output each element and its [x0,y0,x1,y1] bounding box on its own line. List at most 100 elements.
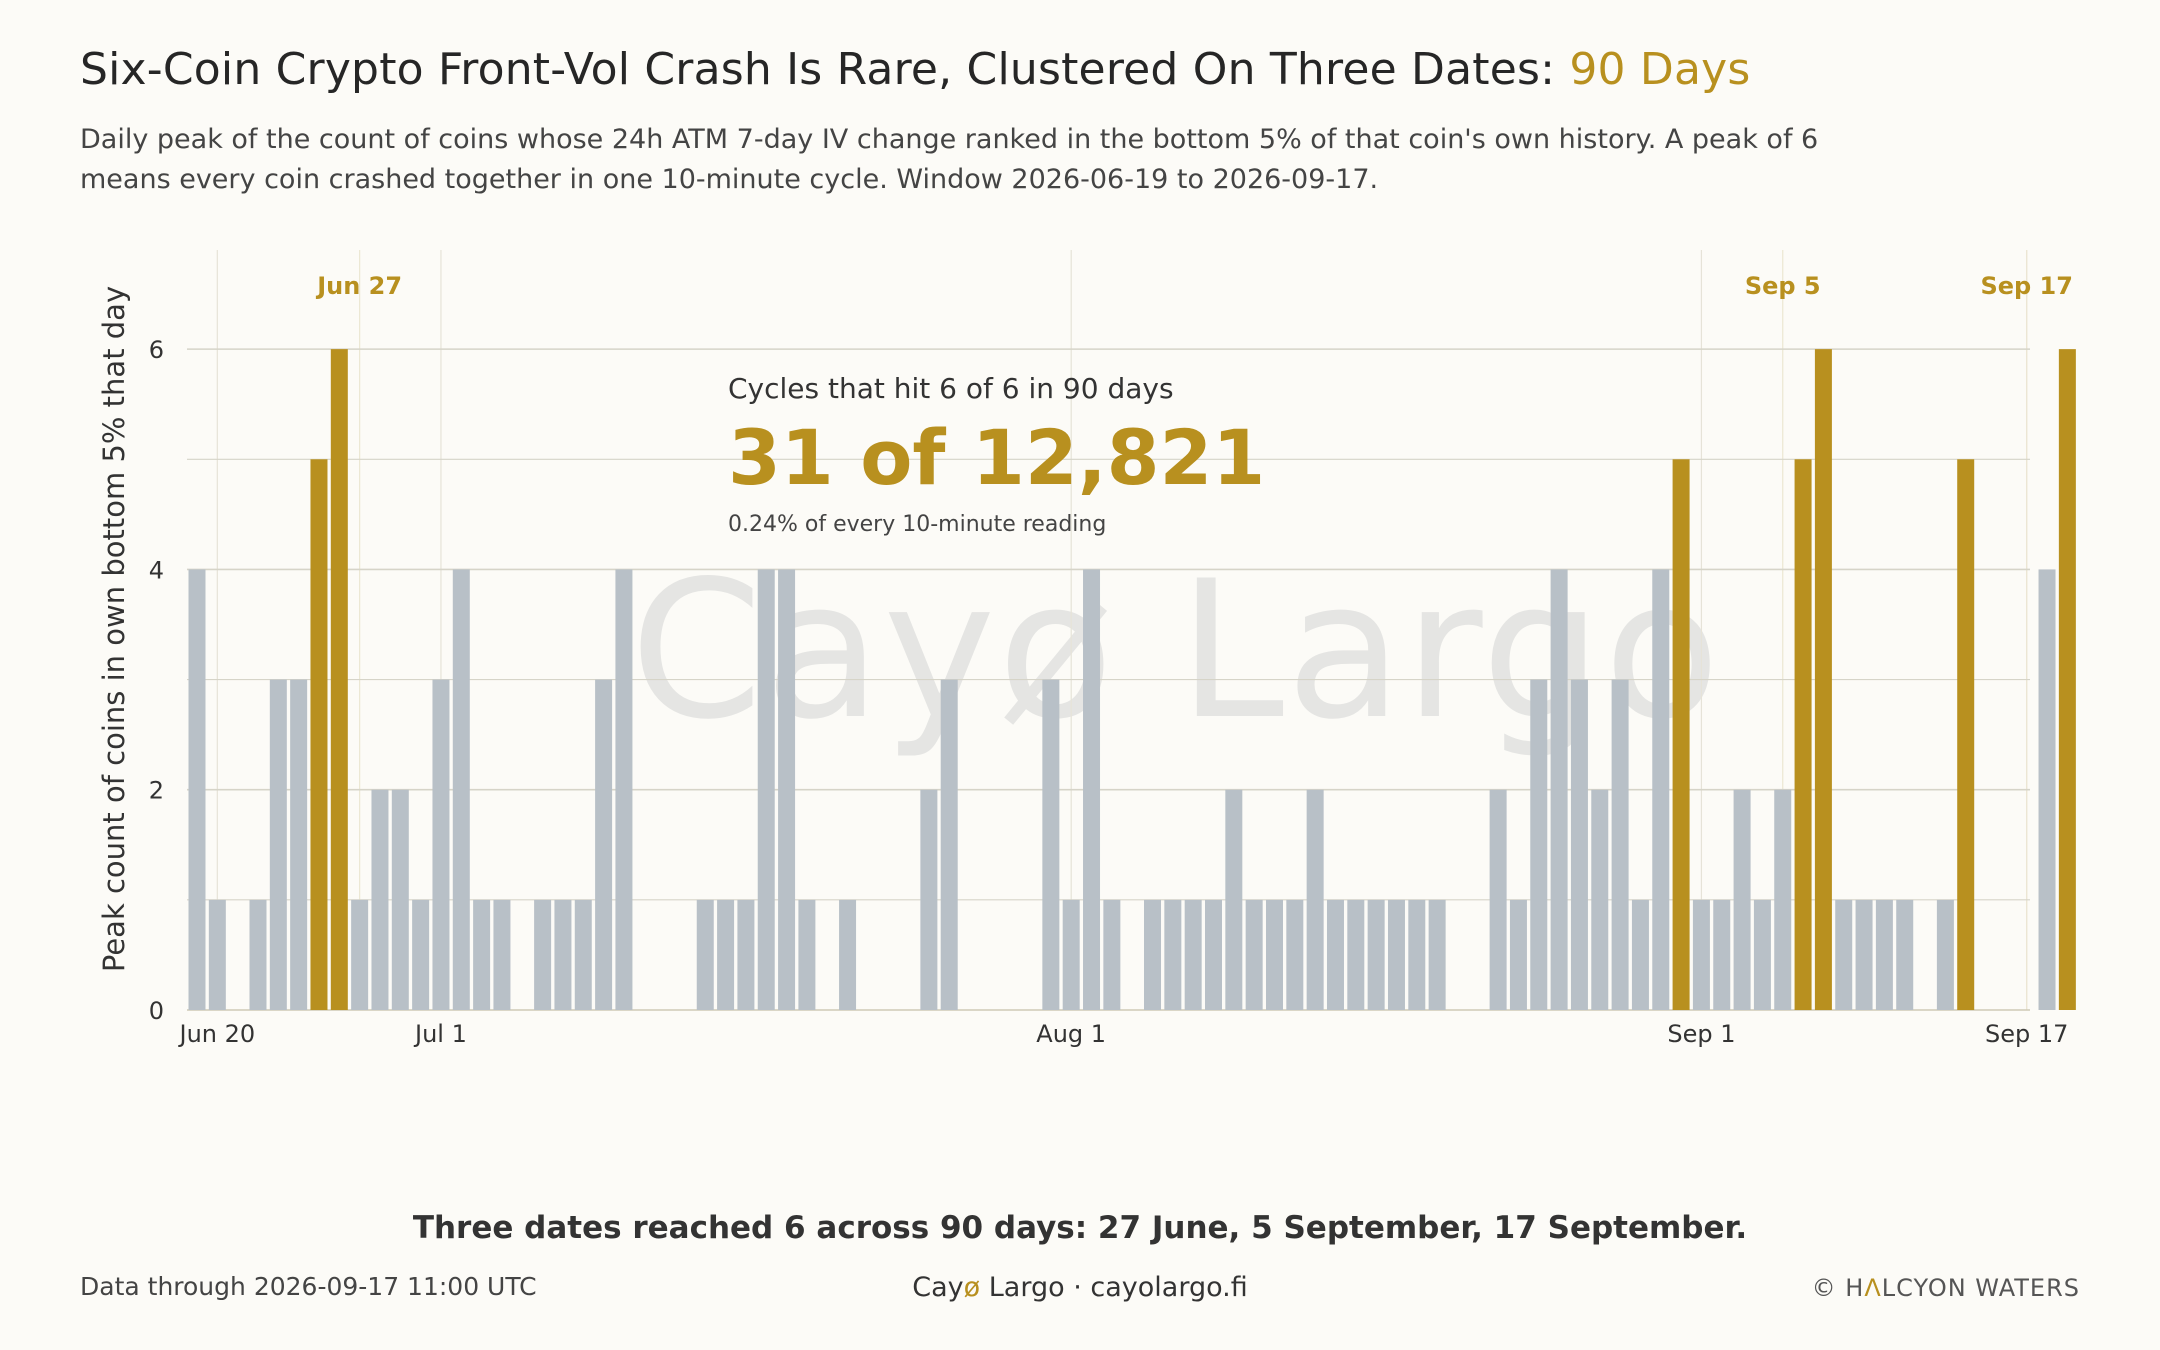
bar [1428,899,1446,1010]
bar [2058,349,2076,1010]
brand-name-c: Largo [980,1272,1065,1303]
bar [1347,899,1365,1010]
bar [1103,899,1121,1010]
bar [432,679,450,1010]
stat-callout: Cycles that hit 6 of 6 in 90 days 31 of … [728,372,1265,537]
bar [1855,899,1873,1010]
bar [1062,899,1080,1010]
brand-name-b: ø [963,1272,981,1303]
bar [1164,899,1182,1010]
brand-separator: · [1064,1272,1091,1303]
bar [1326,899,1344,1010]
bar [1896,899,1914,1010]
bar [1814,349,1832,1010]
y-tick-label: 6 [149,336,164,364]
x-tick-label: Aug 1 [1036,1020,1106,1048]
bar [1225,789,1243,1010]
bar [1611,679,1629,1010]
bar [1489,789,1507,1010]
data-through-note: Data through 2026-09-17 11:00 UTC [80,1272,537,1301]
bar [1387,899,1405,1010]
bar [493,899,511,1010]
bar [1530,679,1548,1010]
callout-value: 31 of 12,821 [728,413,1266,502]
bar [269,679,287,1010]
y-tick-label: 4 [149,556,164,584]
bar [798,899,816,1010]
y-axis-label: Peak count of coins in own bottom 5% tha… [97,286,131,972]
bar [1875,899,1893,1010]
copyright-logo: © HΛLCYON WATERS [1812,1274,2080,1302]
bar [595,679,613,1010]
bar [737,899,755,1010]
bar [1835,899,1853,1010]
y-tick-label: 2 [149,777,164,805]
bar [940,679,958,1010]
bar [1245,899,1263,1010]
chart-title-main: Six-Coin Crypto Front-Vol Crash Is Rare,… [80,44,1570,95]
copyright-b: Λ [1864,1274,1882,1302]
chart-subtitle: Daily peak of the count of coins whose 2… [80,124,1819,195]
bar [534,899,552,1010]
bar [554,899,572,1010]
bar [330,349,348,1010]
bar [1753,899,1771,1010]
bar [391,789,409,1010]
summary-footnote: Three dates reached 6 across 90 days: 27… [412,1210,1748,1246]
bar [1631,899,1649,1010]
bars-layer [188,349,2076,1010]
bar [696,899,714,1010]
axis-layer: 0 2 4 6 Jun 20 Jul 1 Aug 1 Sep 1 Sep 17 Jun 27 Sep… [149,272,2073,1048]
bar [920,789,938,1010]
chart-title: Six-Coin Crypto Front-Vol Crash Is Rare,… [80,44,1751,95]
bar [1692,899,1710,1010]
bar [2038,569,2056,1010]
bar [1265,899,1283,1010]
bar [717,899,735,1010]
bar [1957,459,1975,1010]
bar [615,569,633,1010]
chart-title-accent: 90 Days [1569,44,1751,95]
bar [1408,899,1426,1010]
x-tick-label: Sep 1 [1667,1020,1735,1048]
bar [452,569,470,1010]
bar [1591,789,1609,1010]
bar [1774,789,1792,1010]
watermark-text-c: Largo [1115,540,1723,761]
bar [1042,679,1060,1010]
bar [1509,899,1527,1010]
bar [1570,679,1588,1010]
bar [778,569,796,1010]
bar [1652,569,1670,1010]
bar [208,899,226,1010]
y-tick-label: 0 [149,997,164,1025]
bar [1306,789,1324,1010]
x-tick-label: Sep 17 [1985,1020,2068,1048]
brand-site: cayolargo.fi [1090,1272,1248,1303]
bar [1936,899,1954,1010]
bar [351,899,369,1010]
bar [412,899,430,1010]
x-tick-label: Jul 1 [413,1020,467,1048]
bar [1144,899,1162,1010]
bar [310,459,328,1010]
bar [839,899,857,1010]
x-tick-label: Jun 20 [177,1020,255,1048]
bar [188,569,206,1010]
bar [1184,899,1202,1010]
bar [473,899,491,1010]
annotation-label: Sep 5 [1745,272,1821,300]
bar [1713,899,1731,1010]
bar [757,569,775,1010]
bar [1205,899,1222,1010]
copyright-a: © H [1811,1274,1865,1302]
callout-note: 0.24% of every 10-minute reading [728,512,1107,537]
bar [1286,899,1304,1010]
bar-chart: 0 2 4 6 Jun 20 Jul 1 Aug 1 Sep 1 Sep 17 Jun 27 Sep… [97,250,2076,1048]
bar [290,679,308,1010]
bar [1794,459,1812,1010]
brand-name-a: Cay [912,1272,964,1303]
brand-footer: Cayø Largo · cayolargo.fi [0,1272,2160,1303]
bar [574,899,592,1010]
bar [1367,899,1385,1010]
